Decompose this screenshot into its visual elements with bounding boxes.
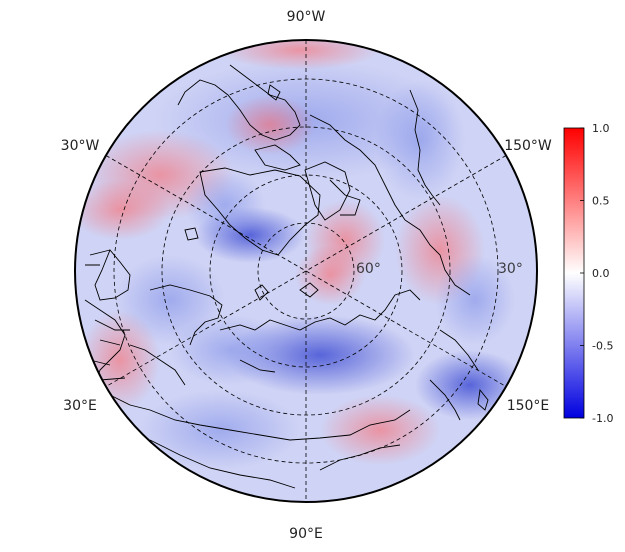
lon-label-90w: 90°W: [287, 9, 326, 25]
lon-label-90e: 90°E: [289, 526, 323, 542]
coastlines: [84, 64, 489, 489]
lon-label-30e: 30°E: [63, 398, 97, 414]
colorbar-tick-label: -1.0: [592, 412, 613, 425]
colorbar: 1.0 0.5 0.0 -0.5 -1.0: [563, 122, 613, 425]
colorbar-tick-label: -0.5: [592, 340, 613, 353]
lon-label-150w: 150°W: [504, 138, 552, 154]
lon-label-30w: 30°W: [61, 138, 100, 154]
lon-label-150e: 150°E: [507, 398, 550, 414]
lat-label-30: 30°: [498, 261, 523, 277]
graticule: [105, 40, 507, 502]
colorbar-tick-label: 0.5: [592, 195, 610, 208]
anomaly-field: [75, 40, 537, 502]
map-boundary: [74, 39, 538, 503]
colorbar-tick-label: 0.0: [592, 267, 610, 280]
lat-label-60: 60°: [356, 261, 381, 277]
colorbar-tick-label: 1.0: [592, 122, 610, 135]
